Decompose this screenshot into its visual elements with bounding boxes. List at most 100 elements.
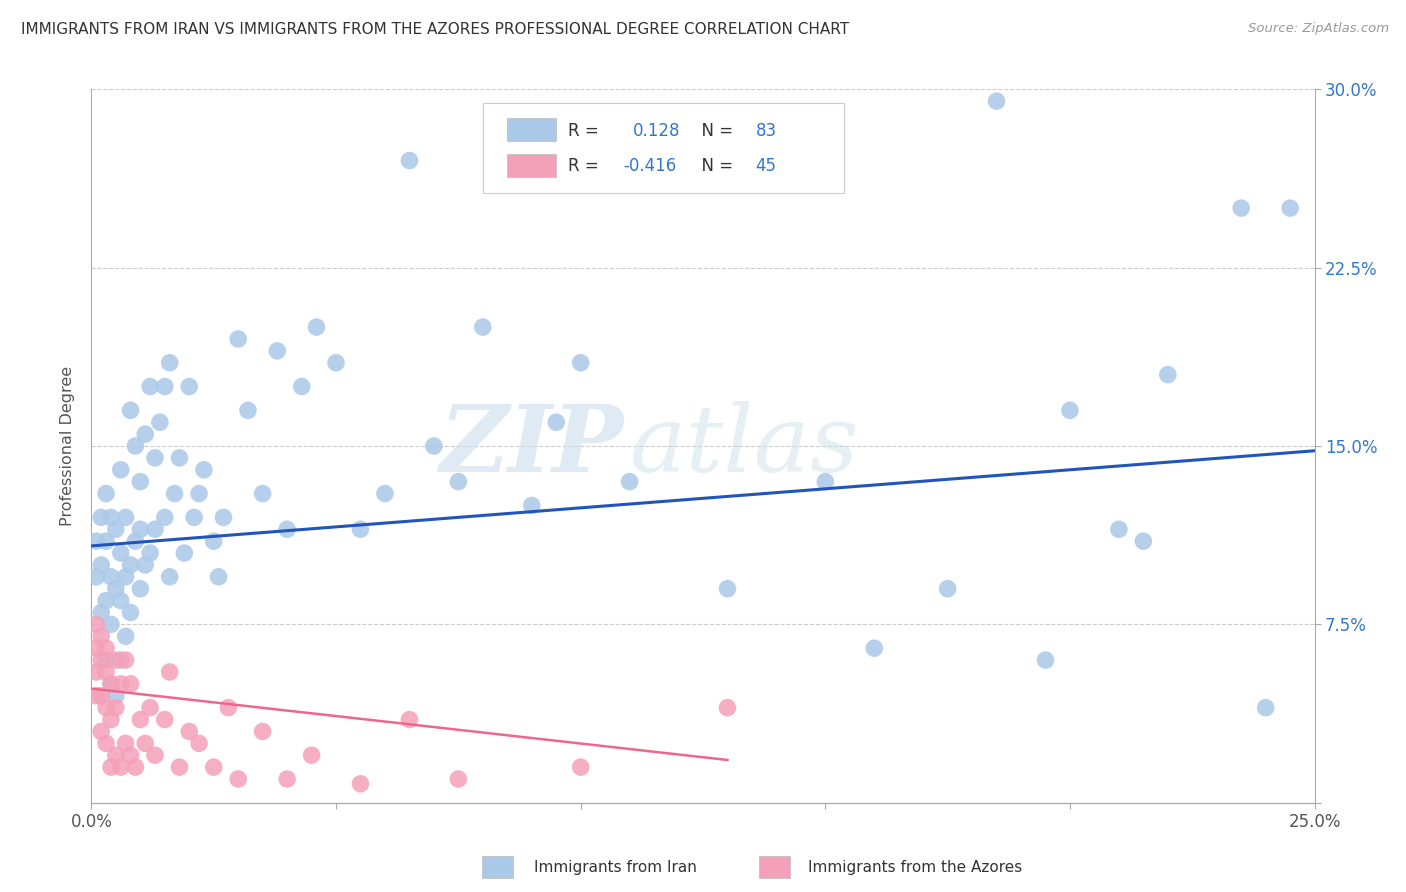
Point bbox=[134, 736, 156, 750]
Point bbox=[153, 379, 176, 393]
Point bbox=[291, 379, 314, 393]
Point bbox=[100, 570, 122, 584]
Point bbox=[94, 665, 117, 679]
Point bbox=[129, 522, 152, 536]
Point bbox=[814, 475, 837, 489]
Point bbox=[163, 486, 186, 500]
Point bbox=[305, 320, 328, 334]
Point bbox=[110, 760, 132, 774]
Point bbox=[110, 653, 132, 667]
Point bbox=[569, 760, 592, 774]
Point bbox=[94, 593, 117, 607]
Point bbox=[349, 522, 371, 536]
Point bbox=[90, 510, 112, 524]
Point bbox=[143, 748, 166, 763]
Point bbox=[153, 510, 176, 524]
Point bbox=[120, 558, 142, 572]
Point bbox=[143, 450, 166, 465]
Text: -0.416: -0.416 bbox=[623, 157, 676, 175]
Point bbox=[226, 332, 249, 346]
Y-axis label: Professional Degree: Professional Degree bbox=[60, 366, 76, 526]
Text: N =: N = bbox=[690, 121, 738, 139]
Point bbox=[94, 736, 117, 750]
Text: Source: ZipAtlas.com: Source: ZipAtlas.com bbox=[1249, 22, 1389, 36]
Point bbox=[100, 713, 122, 727]
Point bbox=[276, 522, 298, 536]
Point bbox=[129, 713, 152, 727]
Point bbox=[84, 665, 107, 679]
Text: 0.128: 0.128 bbox=[633, 121, 681, 139]
Text: R =: R = bbox=[568, 157, 605, 175]
Point bbox=[863, 641, 886, 656]
Point bbox=[84, 570, 107, 584]
Point bbox=[110, 463, 132, 477]
Point bbox=[84, 617, 107, 632]
Point bbox=[104, 653, 127, 667]
Point bbox=[84, 534, 107, 549]
Point bbox=[202, 760, 225, 774]
Point bbox=[114, 653, 136, 667]
Text: IMMIGRANTS FROM IRAN VS IMMIGRANTS FROM THE AZORES PROFESSIONAL DEGREE CORRELATI: IMMIGRANTS FROM IRAN VS IMMIGRANTS FROM … bbox=[21, 22, 849, 37]
Point bbox=[447, 772, 470, 786]
Point bbox=[1132, 534, 1154, 549]
Point bbox=[1254, 700, 1277, 714]
Point bbox=[252, 724, 274, 739]
Point bbox=[114, 736, 136, 750]
Point bbox=[398, 153, 420, 168]
Point bbox=[716, 582, 738, 596]
Point bbox=[252, 486, 274, 500]
Point bbox=[169, 450, 191, 465]
FancyBboxPatch shape bbox=[482, 103, 844, 193]
Point bbox=[188, 486, 211, 500]
Point bbox=[266, 343, 288, 358]
Point bbox=[100, 677, 122, 691]
Point bbox=[301, 748, 323, 763]
Point bbox=[398, 713, 420, 727]
Point bbox=[124, 534, 146, 549]
Point bbox=[183, 510, 205, 524]
Point bbox=[226, 772, 249, 786]
Point bbox=[90, 629, 112, 643]
Point bbox=[520, 499, 543, 513]
Point bbox=[90, 653, 112, 667]
Point bbox=[159, 570, 181, 584]
Text: 83: 83 bbox=[755, 121, 776, 139]
Text: Immigrants from Iran: Immigrants from Iran bbox=[534, 860, 697, 874]
Point bbox=[84, 689, 107, 703]
Point bbox=[139, 379, 162, 393]
Point bbox=[1108, 522, 1130, 536]
Point bbox=[423, 439, 446, 453]
Point bbox=[716, 700, 738, 714]
Point bbox=[104, 522, 127, 536]
FancyBboxPatch shape bbox=[508, 119, 557, 141]
Point bbox=[129, 475, 152, 489]
Point bbox=[124, 439, 146, 453]
Point bbox=[100, 617, 122, 632]
Point bbox=[90, 606, 112, 620]
Point bbox=[120, 403, 142, 417]
Point bbox=[188, 736, 211, 750]
Point bbox=[94, 700, 117, 714]
Point bbox=[159, 356, 181, 370]
Point bbox=[104, 748, 127, 763]
Point bbox=[569, 356, 592, 370]
Point bbox=[129, 582, 152, 596]
Point bbox=[546, 415, 568, 429]
Point bbox=[349, 777, 371, 791]
Point bbox=[110, 546, 132, 560]
Point bbox=[100, 510, 122, 524]
Point bbox=[149, 415, 172, 429]
Point bbox=[139, 546, 162, 560]
Point bbox=[110, 593, 132, 607]
Point bbox=[1230, 201, 1253, 215]
Point bbox=[1035, 653, 1057, 667]
Point bbox=[447, 475, 470, 489]
Point bbox=[1059, 403, 1081, 417]
Point bbox=[936, 582, 959, 596]
Point bbox=[153, 713, 176, 727]
Text: ZIP: ZIP bbox=[439, 401, 623, 491]
Point bbox=[202, 534, 225, 549]
Point bbox=[169, 760, 191, 774]
Point bbox=[179, 379, 201, 393]
Point bbox=[120, 748, 142, 763]
